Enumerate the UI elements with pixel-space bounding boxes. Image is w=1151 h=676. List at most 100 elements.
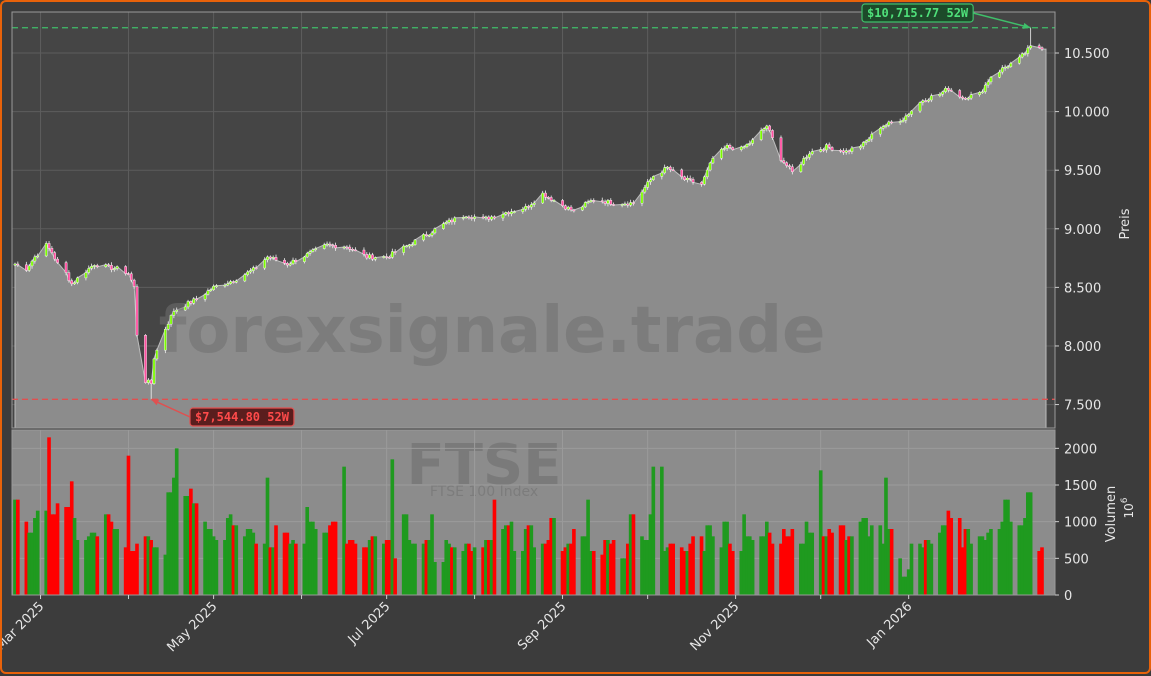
candle-body [844, 150, 848, 153]
volume-bar [481, 547, 485, 595]
candle-body [725, 145, 729, 149]
candle-body [762, 128, 766, 131]
candle-body [861, 142, 865, 147]
volume-bar [384, 540, 389, 595]
candle-body [84, 272, 88, 279]
candle-body [569, 206, 573, 211]
candle-body [825, 144, 828, 151]
volume-bar [461, 551, 466, 595]
volume-tick-label: 500 [1064, 552, 1089, 567]
candle-body [334, 245, 337, 249]
candle-body [711, 158, 715, 164]
volume-bar [350, 540, 355, 595]
volume-bar [271, 547, 275, 595]
price-axis-label: Preis [1118, 208, 1133, 239]
candle-body [246, 271, 249, 275]
watermark-text: forexsignale.trade [159, 294, 826, 368]
volume-bar [302, 543, 307, 595]
volume-bar [172, 477, 176, 595]
volume-bar [643, 540, 647, 595]
candle-body [112, 268, 116, 270]
candle-body [606, 200, 610, 204]
volume-bar [112, 529, 117, 595]
volume-bars [13, 437, 1044, 595]
candle-body [25, 264, 28, 271]
candle-body [969, 94, 973, 99]
volume-bar [489, 540, 494, 595]
volume-bar [818, 470, 823, 595]
volume-bar [668, 543, 673, 595]
candle-body [481, 216, 485, 219]
volume-bar [960, 547, 965, 595]
candle-body [549, 197, 553, 201]
candle-body [552, 200, 556, 202]
candle-body [490, 216, 493, 220]
candle-body [827, 144, 831, 148]
volume-bar [625, 543, 630, 595]
candle-body [989, 76, 993, 83]
candle-body [521, 209, 525, 212]
candle-body [107, 264, 110, 266]
candle-body [722, 148, 726, 150]
candle-body [643, 187, 647, 193]
candle-body [805, 157, 808, 159]
volume-bar [123, 547, 128, 595]
candle-body [467, 216, 471, 219]
candle-body [669, 166, 672, 171]
volume-bar [245, 529, 250, 595]
volume-bar [708, 525, 712, 595]
volume-bar [52, 514, 57, 595]
volume-bar [13, 499, 17, 595]
high-52w-label: $10,715.77 52W [867, 6, 969, 20]
candle-body [504, 212, 508, 215]
volume-bar [886, 529, 891, 595]
candle-body [402, 245, 405, 253]
candle-body [620, 204, 624, 206]
volume-bar [353, 543, 358, 595]
volume-bar [1006, 499, 1010, 595]
volume-bar [294, 543, 298, 595]
candle-body [427, 235, 431, 237]
candle-body [768, 125, 771, 131]
low-52w-label: $7,544.80 52W [195, 410, 290, 424]
candle-body [64, 262, 68, 273]
volume-bar [844, 540, 849, 595]
date-axis: Mar 2025 May 2025 Jul 2025 Sep 2025 Nov 2025… [0, 595, 915, 655]
volume-bar [938, 532, 942, 595]
volume-bar [898, 558, 902, 595]
candle-body [759, 130, 763, 140]
volume-bar [262, 543, 267, 595]
volume-bar [325, 532, 329, 595]
candle-body [152, 358, 156, 384]
candle-body [16, 263, 20, 266]
volume-bar [149, 540, 153, 595]
candle-body [589, 200, 593, 203]
volume-bar [44, 510, 49, 595]
volume-bar [620, 558, 624, 595]
candle-body [680, 169, 684, 177]
candle-body [944, 88, 947, 93]
volume-bar [904, 576, 908, 595]
candle-body [308, 251, 312, 254]
volume-bar [705, 525, 710, 595]
price-axis: 7.500 8.000 8.500 9.000 9.500 10.000 10.500 [1055, 47, 1110, 414]
candle-body [600, 200, 604, 202]
volume-bar [790, 529, 795, 595]
volume-bar [552, 518, 556, 595]
volume-bar [447, 543, 451, 595]
volume-bar [163, 554, 168, 595]
volume-bar [115, 529, 119, 595]
volume-bar [583, 536, 588, 595]
low-52w-arrowhead [151, 399, 160, 406]
volume-bar [648, 514, 653, 595]
volume-bar [387, 540, 392, 595]
volume-bar [194, 503, 199, 595]
candle-body [169, 315, 173, 325]
volume-bar [725, 521, 729, 595]
volume-bar [268, 547, 273, 595]
candle-body [660, 172, 664, 177]
volume-bar [223, 540, 227, 595]
volume-bar [486, 540, 491, 595]
candle-body [305, 253, 309, 258]
